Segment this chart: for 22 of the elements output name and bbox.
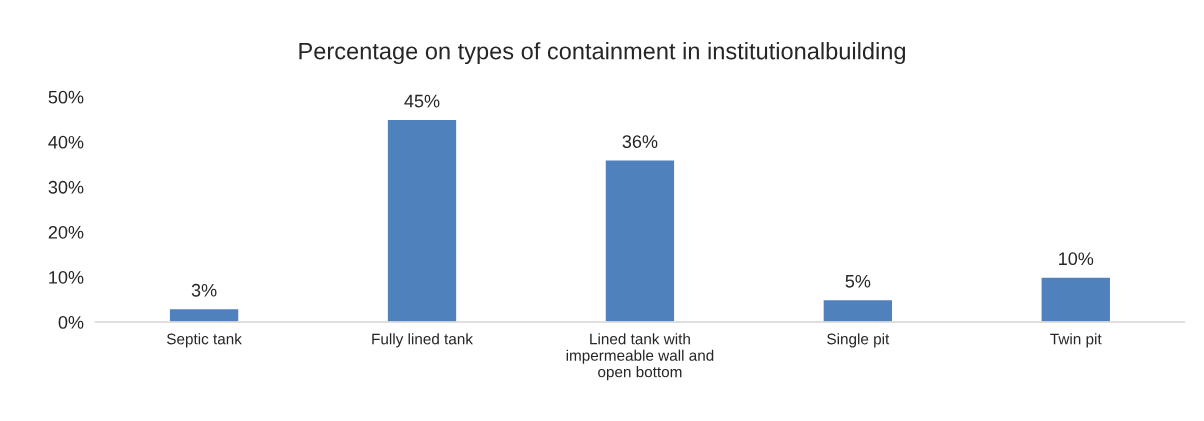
x-tick-label: Twin pit: [1050, 333, 1102, 348]
x-tick-label: Single pit: [827, 333, 890, 348]
y-tick-label: 0%: [58, 316, 84, 329]
bar: [168, 307, 240, 323]
bar: [1040, 276, 1112, 323]
bar: [604, 159, 676, 323]
x-tick-label: Lined tank with impermeable wall and open bottom: [566, 333, 714, 381]
y-tick-label: 30%: [48, 180, 84, 194]
y-tick-label: 40%: [48, 135, 84, 149]
chart-title: Percentage on types of containment in institutionalbuilding: [299, 42, 906, 65]
bar: [822, 298, 894, 323]
data-label: 36%: [622, 135, 658, 148]
data-label: 3%: [191, 283, 217, 297]
y-tick-label: 20%: [48, 225, 84, 239]
y-tick-label: 10%: [49, 270, 84, 284]
data-label: 5%: [845, 274, 871, 288]
y-tick-label: 50%: [48, 90, 84, 104]
data-label: 10%: [1059, 252, 1094, 266]
x-tick-label: Fully lined tank: [372, 333, 473, 348]
x-tick-label: Septic tank: [166, 333, 242, 348]
bar: [386, 118, 458, 323]
data-label: 45%: [404, 94, 440, 108]
